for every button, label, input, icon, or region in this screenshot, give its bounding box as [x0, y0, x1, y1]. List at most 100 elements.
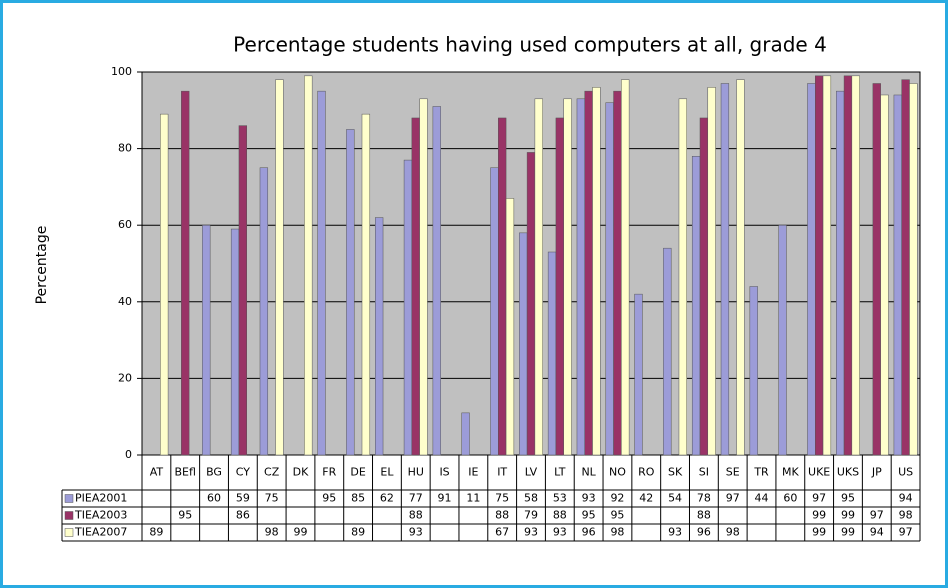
bar	[851, 75, 860, 456]
table-cell: 89	[149, 526, 163, 539]
y-tick-label: 60	[118, 218, 132, 231]
table-cell: 60	[783, 492, 797, 505]
y-tick-label: 80	[118, 142, 132, 155]
table-cell: 88	[495, 509, 509, 522]
bar	[699, 117, 709, 456]
x-tick-label: NO	[609, 466, 626, 479]
bar	[909, 83, 918, 456]
legend-label: TIEA2003	[74, 509, 127, 522]
table-cell: 79	[524, 509, 538, 522]
bar	[778, 224, 787, 456]
bar	[547, 251, 557, 456]
table-cell: 97	[812, 492, 826, 505]
bar	[526, 152, 536, 456]
table-cell: 44	[755, 492, 769, 505]
x-tick-label: SI	[699, 466, 709, 479]
y-axis-label: Percentage	[34, 226, 50, 305]
bar	[815, 75, 824, 456]
bar	[317, 90, 326, 456]
table-cell: 60	[207, 492, 221, 505]
bar	[505, 198, 515, 456]
legend-swatch	[64, 528, 74, 537]
table-cell: 99	[812, 526, 826, 539]
bar	[555, 117, 564, 456]
x-tick-label: AT	[150, 466, 164, 479]
x-tick-label: LV	[525, 466, 538, 479]
table-cell: 42	[639, 492, 653, 505]
table-cell: 99	[812, 509, 826, 522]
x-tick-label: HU	[408, 466, 424, 479]
x-tick-label: RO	[638, 466, 655, 479]
bar	[584, 90, 593, 456]
bar	[361, 113, 371, 456]
table-cell: 75	[265, 492, 279, 505]
bar	[238, 125, 247, 456]
table-cell: 95	[582, 509, 596, 522]
y-tick-label: 40	[118, 295, 132, 308]
x-tick-label: CY	[236, 466, 250, 479]
bar	[822, 75, 832, 456]
table-cell: 96	[582, 526, 596, 539]
table-cell: 92	[610, 492, 624, 505]
table-cell: 99	[841, 526, 855, 539]
bar	[534, 98, 543, 456]
bar	[634, 293, 643, 456]
bar	[304, 75, 313, 456]
x-tick-label: US	[898, 466, 913, 479]
bar	[490, 167, 499, 456]
bar	[843, 75, 853, 456]
table-cell: 93	[553, 526, 567, 539]
x-tick-label: JP	[871, 466, 882, 479]
bar	[605, 102, 614, 456]
table-cell: 85	[351, 492, 365, 505]
y-tick-label: 20	[118, 371, 132, 384]
bar	[202, 224, 211, 456]
bar	[432, 106, 441, 456]
x-tick-label: IT	[497, 466, 507, 479]
x-tick-label: UKS	[837, 466, 859, 479]
bar	[736, 79, 745, 456]
table-cell: 11	[466, 492, 480, 505]
table-cell: 93	[524, 526, 538, 539]
bar	[461, 412, 470, 456]
table-cell: 98	[265, 526, 279, 539]
table-cell: 91	[438, 492, 452, 505]
chart-title: Percentage students having used computer…	[233, 33, 827, 57]
x-tick-label: IS	[439, 466, 449, 479]
bar	[872, 83, 881, 456]
table-cell: 53	[553, 492, 567, 505]
table-cell: 99	[841, 509, 855, 522]
x-tick-label: BG	[206, 466, 222, 479]
table-cell: 59	[236, 492, 250, 505]
table-cell: 97	[899, 526, 913, 539]
table-cell: 54	[668, 492, 682, 505]
legend-label: PIEA2001	[75, 492, 127, 505]
table-cell: 97	[726, 492, 740, 505]
bar	[403, 159, 413, 456]
table-cell: 93	[409, 526, 423, 539]
x-tick-label: UKE	[808, 466, 830, 479]
bar	[346, 129, 355, 456]
bar	[592, 87, 601, 456]
x-tick-label: SK	[668, 466, 683, 479]
bar	[720, 83, 730, 456]
table-cell: 93	[582, 492, 596, 505]
x-tick-label: EL	[380, 466, 394, 479]
y-tick-label: 0	[125, 448, 132, 461]
x-tick-label: SE	[726, 466, 740, 479]
bar	[576, 98, 585, 456]
table-cell: 62	[380, 492, 394, 505]
table-cell: 89	[351, 526, 365, 539]
bar	[880, 94, 889, 456]
table-cell: 98	[726, 526, 740, 539]
legend-swatch	[64, 494, 74, 503]
bar	[259, 167, 269, 456]
bar	[375, 217, 384, 456]
bar	[901, 79, 910, 456]
table-cell: 94	[899, 492, 913, 505]
legend-swatch	[64, 511, 74, 520]
legend-label: TIEA2007	[74, 526, 127, 539]
table-cell: 98	[899, 509, 913, 522]
x-tick-label: CZ	[264, 466, 280, 479]
